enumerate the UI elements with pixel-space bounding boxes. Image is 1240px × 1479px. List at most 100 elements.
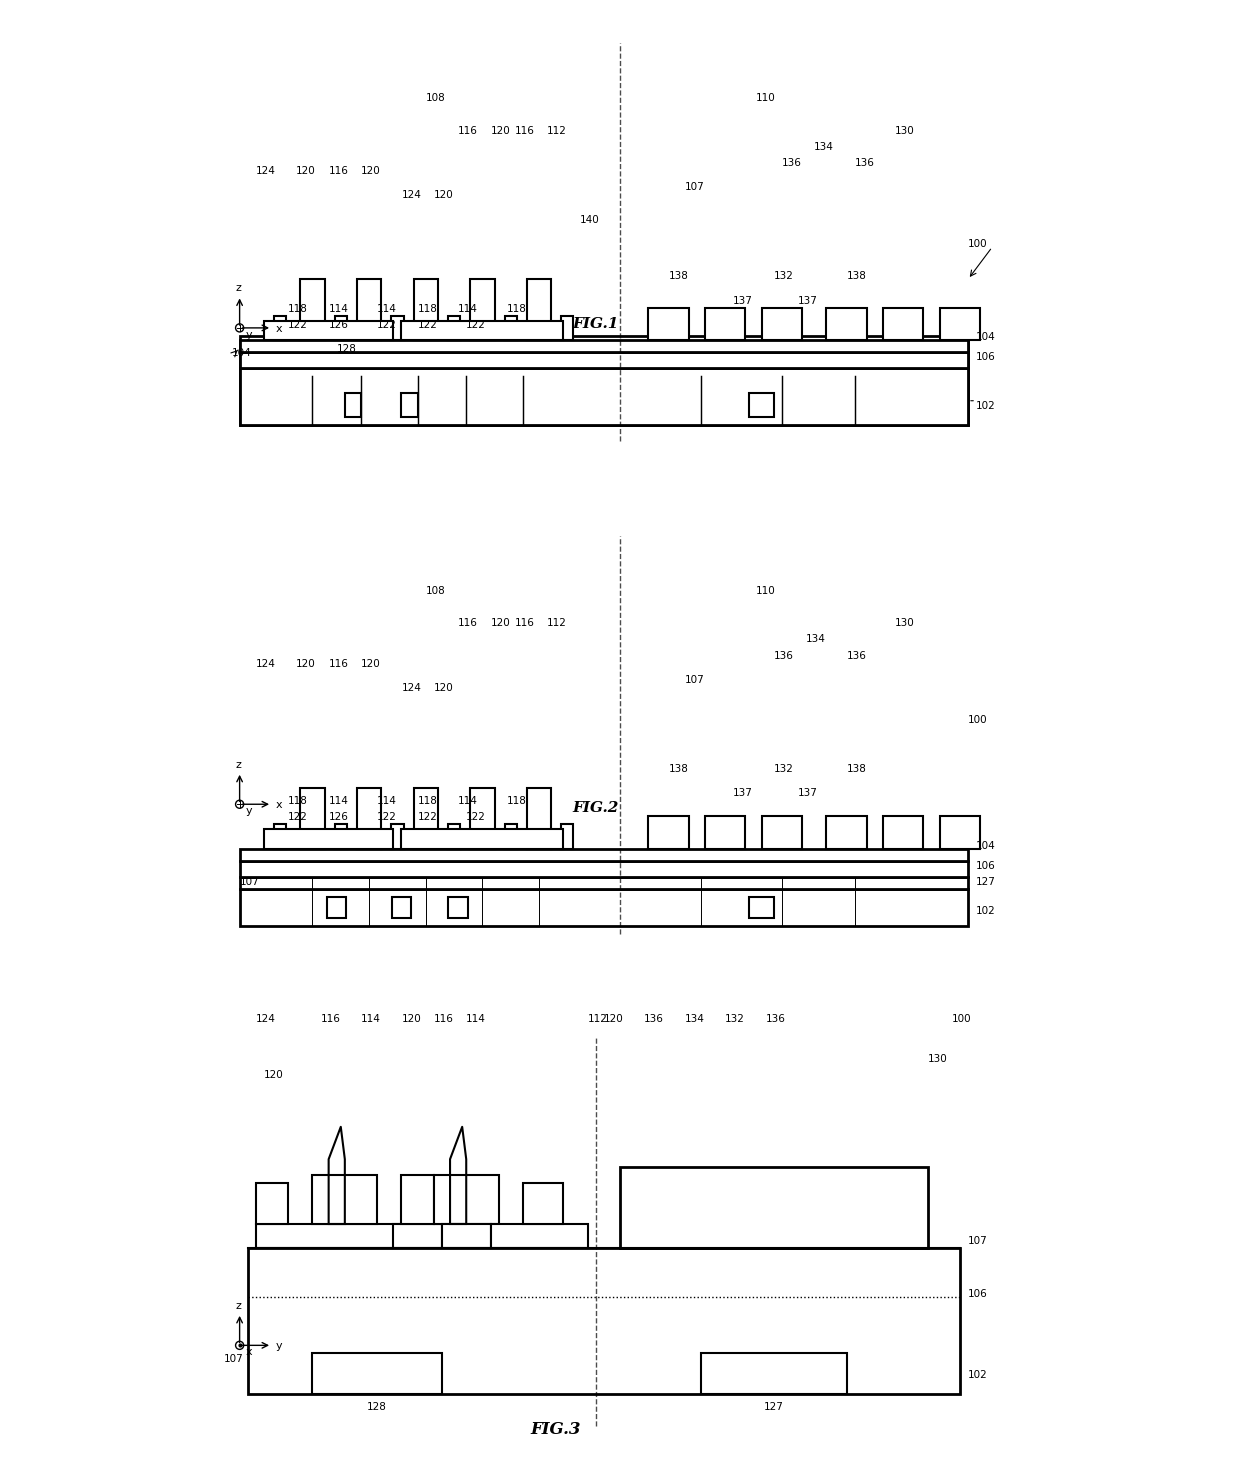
Bar bbox=[826, 308, 867, 340]
Bar bbox=[414, 280, 438, 340]
Bar bbox=[264, 828, 393, 849]
Text: 104: 104 bbox=[976, 331, 996, 342]
Text: 110: 110 bbox=[756, 586, 775, 596]
Text: 116: 116 bbox=[434, 1013, 454, 1023]
Bar bbox=[940, 816, 980, 849]
Text: 136: 136 bbox=[774, 651, 794, 661]
Bar bbox=[255, 1183, 288, 1225]
Bar bbox=[706, 308, 745, 340]
Bar bbox=[239, 849, 968, 861]
Bar bbox=[312, 1353, 441, 1393]
Bar bbox=[255, 1225, 418, 1248]
Bar bbox=[345, 392, 361, 417]
Text: 120: 120 bbox=[296, 166, 316, 176]
Text: 107: 107 bbox=[684, 674, 704, 685]
Text: 118: 118 bbox=[507, 796, 527, 806]
Text: 120: 120 bbox=[402, 1013, 422, 1023]
Bar bbox=[300, 280, 325, 340]
Bar bbox=[300, 788, 325, 849]
Text: 100: 100 bbox=[968, 716, 987, 725]
Bar bbox=[335, 315, 347, 340]
Bar bbox=[239, 861, 968, 877]
Bar bbox=[239, 352, 968, 368]
Text: 136: 136 bbox=[847, 651, 867, 661]
Text: 120: 120 bbox=[361, 166, 381, 176]
Text: 104: 104 bbox=[976, 840, 996, 850]
Text: 126: 126 bbox=[329, 812, 348, 822]
Bar bbox=[239, 340, 968, 352]
Bar bbox=[649, 816, 688, 849]
Text: FIG.1: FIG.1 bbox=[573, 317, 619, 331]
Text: FIG.3: FIG.3 bbox=[529, 1421, 580, 1439]
Text: 118: 118 bbox=[288, 303, 308, 314]
Text: 106: 106 bbox=[976, 861, 996, 871]
Text: 132: 132 bbox=[774, 763, 794, 774]
Text: 106: 106 bbox=[968, 1288, 988, 1299]
Text: 120: 120 bbox=[264, 1071, 284, 1080]
Bar bbox=[357, 280, 381, 340]
Text: 120: 120 bbox=[361, 658, 381, 669]
Text: 114: 114 bbox=[361, 1013, 381, 1023]
Text: 128: 128 bbox=[367, 1402, 387, 1412]
Bar bbox=[491, 1225, 588, 1248]
Bar bbox=[505, 315, 517, 340]
Text: 114: 114 bbox=[458, 303, 477, 314]
Text: 122: 122 bbox=[418, 319, 438, 330]
Text: 116: 116 bbox=[458, 126, 477, 136]
Text: 102: 102 bbox=[968, 1370, 988, 1380]
Text: 136: 136 bbox=[765, 1013, 786, 1023]
Bar bbox=[402, 828, 563, 849]
Bar bbox=[402, 392, 418, 417]
Text: 138: 138 bbox=[668, 271, 688, 281]
Text: 130: 130 bbox=[928, 1055, 947, 1063]
Text: 116: 116 bbox=[329, 658, 348, 669]
Bar bbox=[248, 1248, 960, 1393]
Text: 134: 134 bbox=[684, 1013, 704, 1023]
Text: 120: 120 bbox=[434, 683, 454, 694]
Text: x: x bbox=[246, 1347, 252, 1358]
Bar bbox=[414, 788, 438, 849]
Text: 107: 107 bbox=[239, 877, 259, 887]
Bar bbox=[505, 824, 517, 849]
Text: 100: 100 bbox=[952, 1013, 971, 1023]
Bar bbox=[335, 824, 347, 849]
Text: 102: 102 bbox=[976, 401, 996, 411]
Text: 116: 116 bbox=[515, 618, 534, 629]
FancyBboxPatch shape bbox=[239, 348, 968, 368]
Text: 128: 128 bbox=[337, 345, 357, 353]
Bar bbox=[434, 1176, 498, 1225]
Text: 112: 112 bbox=[588, 1013, 608, 1023]
Text: y: y bbox=[246, 330, 252, 340]
Text: 116: 116 bbox=[329, 166, 348, 176]
Bar bbox=[392, 898, 412, 917]
Text: 112: 112 bbox=[547, 126, 567, 136]
Bar bbox=[761, 816, 802, 849]
Text: 108: 108 bbox=[425, 586, 445, 596]
Bar bbox=[312, 1176, 377, 1225]
Bar bbox=[749, 898, 774, 917]
Bar bbox=[441, 1225, 491, 1248]
Text: y: y bbox=[277, 1341, 283, 1352]
Text: 136: 136 bbox=[782, 158, 802, 169]
Text: 107: 107 bbox=[684, 182, 704, 192]
Text: 120: 120 bbox=[604, 1013, 624, 1023]
Text: 127: 127 bbox=[764, 1402, 784, 1412]
Bar bbox=[448, 824, 460, 849]
Bar bbox=[470, 788, 495, 849]
Text: 120: 120 bbox=[434, 191, 454, 200]
Bar bbox=[327, 898, 346, 917]
Bar bbox=[826, 816, 867, 849]
Text: 112: 112 bbox=[547, 618, 567, 629]
Text: z: z bbox=[236, 284, 242, 293]
Bar bbox=[239, 368, 968, 424]
Text: 118: 118 bbox=[507, 303, 527, 314]
Text: 120: 120 bbox=[296, 658, 316, 669]
Bar bbox=[562, 315, 573, 340]
Bar bbox=[449, 898, 467, 917]
Bar bbox=[701, 1353, 847, 1393]
Bar bbox=[448, 315, 460, 340]
Text: 102: 102 bbox=[976, 905, 996, 916]
Bar bbox=[239, 877, 968, 889]
Text: 130: 130 bbox=[895, 618, 915, 629]
FancyBboxPatch shape bbox=[239, 336, 968, 348]
